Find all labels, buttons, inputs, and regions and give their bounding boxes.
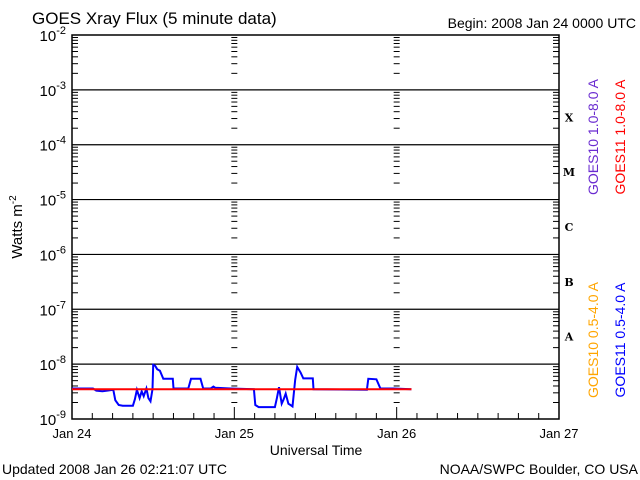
y-tick-exponent: -9 <box>56 409 66 421</box>
y-tick-exponent: -8 <box>56 354 66 366</box>
flare-class-label: M <box>563 166 575 179</box>
updated-timestamp: Updated 2008 Jan 26 02:21:07 UTC <box>2 461 227 477</box>
y-tick-base: 10 <box>40 28 57 45</box>
plot-frame <box>71 34 560 420</box>
begin-label: Begin: 2008 Jan 24 0000 UTC <box>448 15 636 31</box>
legend-entry: GOES11 0.5-4.0 A <box>612 282 628 398</box>
series-line-goes11-0-5-4-0-a <box>72 363 412 409</box>
flare-class-labels: X M C B A <box>563 111 575 343</box>
y-tick-label: 10-3 <box>40 80 66 100</box>
flare-class-label: B <box>564 276 573 289</box>
y-tick-exponent: -7 <box>56 299 66 311</box>
flare-class-label: C <box>565 221 574 234</box>
plot-grid <box>72 89 559 365</box>
y-tick-exponent: -3 <box>56 80 66 92</box>
x-tick-label: Jan 25 <box>215 426 254 441</box>
y-tick-base: 10 <box>40 357 57 374</box>
flare-class-label: A <box>564 331 574 344</box>
legend-entry: GOES10 1.0-8.0 A <box>585 78 601 195</box>
y-tick-label: 10-5 <box>40 190 66 210</box>
axis-ticks <box>72 37 559 419</box>
y-tick-exponent: -2 <box>56 25 66 37</box>
y-tick-exponent: -6 <box>56 244 66 256</box>
x-tick-labels: Jan 24 Jan 25 Jan 26 Jan 27 <box>52 426 578 441</box>
y-tick-base: 10 <box>40 193 57 210</box>
chart-title: GOES Xray Flux (5 minute data) <box>32 9 277 28</box>
x-tick-label: Jan 27 <box>539 426 578 441</box>
y-tick-label: 10-7 <box>40 299 66 319</box>
y-axis-label-text: Watts m <box>9 204 26 258</box>
y-tick-label: 10-4 <box>40 135 66 155</box>
y-tick-label: 10-9 <box>40 409 66 429</box>
x-tick-label: Jan 26 <box>377 426 416 441</box>
y-tick-label: 10-6 <box>40 244 66 264</box>
legend-entry: GOES10 0.5-4.0 A <box>585 281 601 398</box>
y-tick-exponent: -4 <box>56 135 66 147</box>
y-tick-label: 10-2 <box>40 25 66 45</box>
legend-entry: GOES11 1.0-8.0 A <box>612 79 628 195</box>
x-tick-label: Jan 24 <box>52 426 91 441</box>
data-series <box>72 363 412 409</box>
legend: GOES10 1.0-8.0 A GOES11 1.0-8.0 A GOES10 0… <box>585 78 628 398</box>
y-tick-labels: 10-210-310-410-510-610-710-810-9 <box>40 25 66 429</box>
y-tick-base: 10 <box>40 302 57 319</box>
y-tick-exponent: -5 <box>56 190 66 202</box>
y-axis-label-exponent: -2 <box>8 195 19 204</box>
y-tick-base: 10 <box>40 412 57 429</box>
y-tick-base: 10 <box>40 247 57 264</box>
flare-class-label: X <box>565 111 574 124</box>
credit-label: NOAA/SWPC Boulder, CO USA <box>440 461 639 477</box>
x-axis-label: Universal Time <box>270 442 363 458</box>
y-axis-label: Watts m-2 <box>8 195 26 259</box>
y-tick-label: 10-8 <box>40 354 66 374</box>
y-tick-base: 10 <box>40 138 57 155</box>
y-tick-base: 10 <box>40 83 57 100</box>
